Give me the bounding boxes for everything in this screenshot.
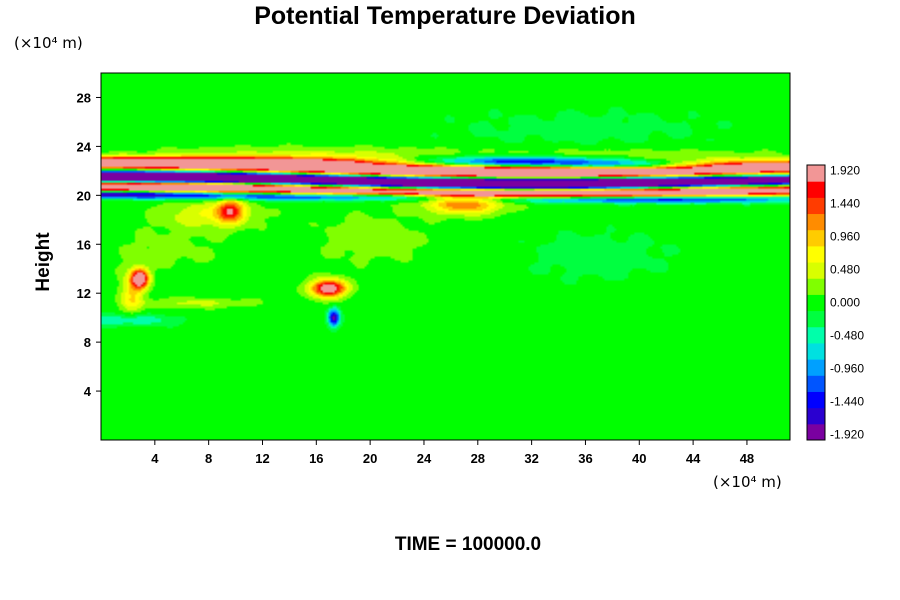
x-tick-label: 16: [309, 451, 323, 466]
colorbar-band: [807, 278, 825, 295]
x-tick-label: 32: [524, 451, 538, 466]
y-tick-label: 24: [77, 139, 92, 154]
colorbar-label: 0.960: [830, 230, 860, 244]
x-tick-label: 36: [578, 451, 592, 466]
colorbar-band: [807, 294, 825, 312]
colorbar-band: [807, 391, 825, 409]
y-tick-label: 28: [77, 90, 91, 105]
x-tick-label: 20: [363, 451, 377, 466]
colorbar-label: 0.480: [830, 263, 860, 277]
x-tick-label: 24: [417, 451, 432, 466]
colorbar-band: [807, 407, 825, 425]
colorbar-band: [807, 181, 825, 198]
colorbar-label: -1.440: [830, 395, 864, 409]
y-tick-label: 12: [77, 286, 91, 301]
x-tick-label: 8: [205, 451, 212, 466]
colorbar-label: 1.440: [830, 197, 860, 211]
colorbar-band: [807, 262, 825, 279]
colorbar-band: [807, 423, 825, 441]
colorbar-band: [807, 197, 825, 215]
x-tick-label: 44: [686, 451, 701, 466]
colorbar-band: [807, 165, 825, 182]
x-axis-ticks: 4 8 12 16 20 24 28 32 36 40 44 48: [151, 440, 754, 466]
y-axis-ticks: 4 8 12 16 20 24 28: [77, 90, 101, 399]
y-axis-label: Height: [33, 232, 54, 292]
time-label: TIME = 100000.0: [395, 534, 541, 555]
x-tick-label: 28: [471, 451, 485, 466]
chart-title: Potential Temperature Deviation: [254, 2, 636, 30]
colorbar-label: 1.920: [830, 164, 860, 178]
colorbar-band: [807, 342, 825, 360]
plot-frame: [100, 72, 791, 441]
y-tick-label: 4: [84, 384, 92, 399]
colorbar-band: [807, 245, 825, 263]
heatmap-field: [101, 73, 790, 440]
colorbar-band: [807, 375, 825, 392]
y-tick-label: 8: [84, 335, 91, 350]
x-tick-label: 40: [632, 451, 646, 466]
colorbar-band: [807, 229, 825, 247]
colorbar-band: [807, 310, 825, 328]
colorbar-label: -0.960: [830, 362, 864, 376]
y-tick-label: 16: [77, 237, 91, 252]
colorbar-frame: [806, 164, 826, 441]
colorbar: 1.920 1.440 0.960 0.480 0.000 -0.480 -0.960 -1.…: [806, 164, 864, 442]
colorbar-label: -0.480: [830, 329, 864, 343]
colorbar-label: -1.920: [830, 428, 864, 442]
colorbar-band: [807, 359, 825, 376]
x-unit-label: (×10⁴ m): [713, 473, 782, 491]
x-tick-label: 12: [255, 451, 269, 466]
x-tick-label: 4: [151, 451, 159, 466]
y-unit-label: (×10⁴ m): [14, 34, 83, 52]
colorbar-band: [807, 213, 825, 231]
x-tick-label: 48: [740, 451, 754, 466]
y-tick-label: 20: [77, 188, 91, 203]
colorbar-label: 0.000: [830, 296, 860, 310]
colorbar-band: [807, 326, 825, 344]
